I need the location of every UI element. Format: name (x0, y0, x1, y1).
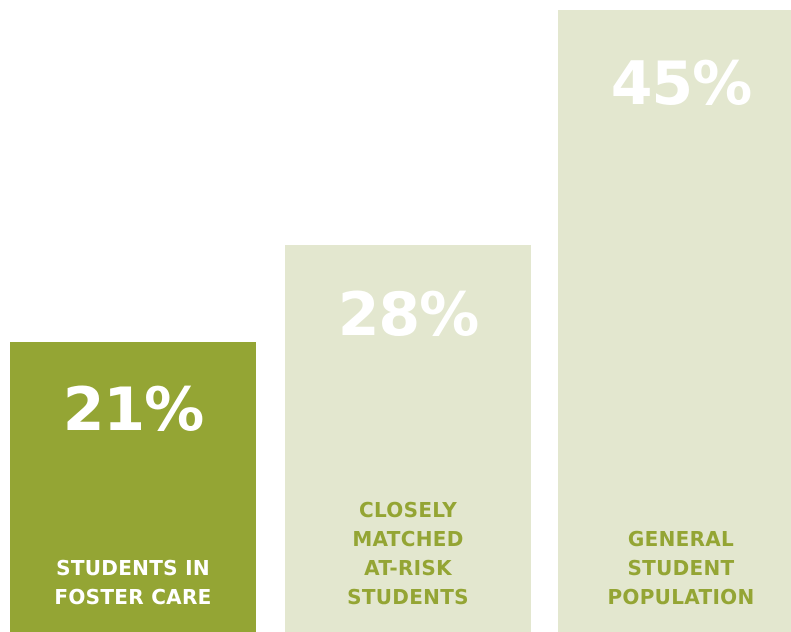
category-label-general-student-population: GENERAL STUDENT POPULATION (607, 527, 755, 609)
value-label-students-in-foster-care: 21% (62, 375, 205, 445)
value-label-general-student-population: 45% (610, 49, 753, 119)
bar-closely-matched-at-risk-students: 28% CLOSELY MATCHED AT-RISK STUDENTS (285, 245, 531, 632)
category-label-students-in-foster-care: STUDENTS IN FOSTER CARE (54, 556, 212, 609)
value-label-closely-matched-at-risk-students: 28% (337, 280, 480, 350)
bar-general-student-population: 45% GENERAL STUDENT POPULATION (558, 10, 791, 632)
category-label-closely-matched-at-risk-students: CLOSELY MATCHED AT-RISK STUDENTS (347, 498, 469, 609)
bar-students-in-foster-care: 21% STUDENTS IN FOSTER CARE (10, 342, 256, 632)
